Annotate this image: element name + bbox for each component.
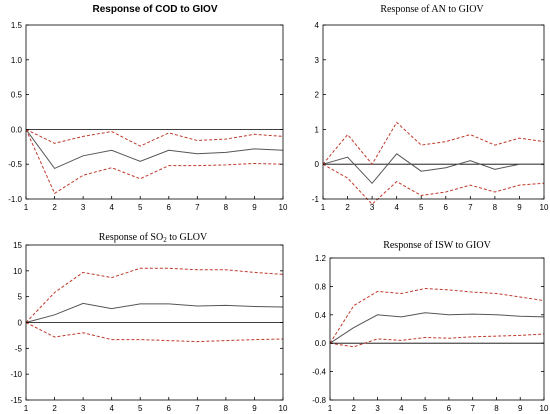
y-tick-label: -0.8	[312, 396, 326, 405]
x-tick-label: 8	[494, 404, 499, 413]
y-tick-label: 4	[315, 21, 320, 30]
x-tick-label: 1	[321, 203, 326, 212]
x-tick-label: 6	[444, 203, 449, 212]
response-line	[329, 312, 545, 344]
y-tick-label: -1	[312, 195, 320, 204]
upper-band-line	[329, 287, 545, 344]
x-tick-label: 7	[470, 404, 475, 413]
chart-title-so2-subscript: 2	[163, 236, 167, 244]
x-tick-label: 4	[109, 404, 114, 413]
y-tick-label: 0.8	[315, 282, 327, 291]
upper-band-line	[25, 267, 284, 323]
x-tick-label: 3	[81, 203, 86, 212]
x-tick-label: 8	[224, 404, 229, 413]
x-tick-label: 9	[517, 203, 522, 212]
x-tick-label: 10	[279, 203, 288, 212]
chart-title-so2: Response of SO2 to GLOV	[99, 232, 208, 244]
plot-frame	[25, 24, 284, 200]
y-tick-label: -10	[10, 370, 22, 379]
x-tick-label: 5	[138, 404, 143, 413]
y-tick-label: 0.0	[11, 125, 23, 134]
x-tick-label: 8	[224, 203, 229, 212]
x-tick-label: 5	[138, 203, 143, 212]
x-tick-label: 2	[52, 404, 57, 413]
x-tick-label: 3	[375, 404, 380, 413]
x-tick-label: 2	[52, 203, 57, 212]
x-tick-label: 4	[109, 203, 114, 212]
x-tick-label: 10	[279, 404, 288, 413]
y-tick-label: 0.4	[315, 311, 327, 320]
y-tick-label: -1.0	[8, 195, 22, 204]
y-tick-label: 1.2	[315, 254, 327, 263]
chart-title-isw: Response of ISW to GIOV	[383, 240, 491, 251]
x-tick-label: 1	[24, 404, 29, 413]
lower-band-line	[329, 333, 545, 348]
plot-frame	[329, 257, 545, 401]
y-tick-label: 5	[18, 293, 23, 302]
x-tick-label: 10	[540, 404, 549, 413]
y-tick-label: 0.0	[315, 339, 327, 348]
y-tick-label: -0.5	[8, 160, 22, 169]
response-line	[25, 129, 284, 170]
x-tick-label: 10	[540, 203, 549, 212]
x-tick-label: 7	[195, 203, 200, 212]
y-tick-label: 0	[18, 319, 23, 328]
plot-frame	[322, 24, 545, 200]
upper-band-line	[25, 128, 284, 147]
x-tick-label: 4	[394, 203, 399, 212]
x-tick-label: 4	[399, 404, 404, 413]
x-tick-label: 3	[81, 404, 86, 413]
y-tick-label: -0.4	[312, 368, 326, 377]
x-tick-label: 2	[352, 404, 357, 413]
y-tick-label: 1.5	[11, 21, 23, 30]
upper-band-line	[322, 121, 545, 166]
x-tick-label: 6	[447, 404, 452, 413]
y-tick-label: 1.0	[11, 56, 23, 65]
y-tick-label: 0	[315, 160, 320, 169]
y-tick-label: 2	[315, 91, 320, 100]
y-tick-label: 1	[315, 125, 320, 134]
lower-band-line	[25, 322, 284, 343]
y-tick-label: 10	[13, 267, 22, 276]
x-tick-label: 5	[423, 404, 428, 413]
x-tick-label: 1	[328, 404, 333, 413]
chart-title-so2-rest: to GLOV	[167, 232, 208, 243]
x-tick-label: 6	[167, 203, 172, 212]
x-tick-label: 2	[345, 203, 350, 212]
lower-band-line	[322, 163, 545, 205]
response-line	[322, 153, 544, 185]
x-tick-label: 7	[468, 203, 473, 212]
response-line	[25, 302, 284, 323]
y-tick-label: -15	[10, 396, 22, 405]
x-tick-label: 3	[370, 203, 375, 212]
chart-title-so2-main: Response of SO	[99, 232, 163, 243]
x-tick-label: 9	[518, 404, 523, 413]
x-tick-label: 5	[419, 203, 424, 212]
x-tick-label: 9	[252, 203, 257, 212]
chart-title-an: Response of AN to GIOV	[380, 4, 484, 15]
chart-title-cod: Response of COD to GIOV	[92, 4, 217, 15]
x-tick-label: 7	[195, 404, 200, 413]
y-tick-label: 0.5	[11, 91, 23, 100]
x-tick-label: 1	[24, 203, 29, 212]
x-tick-label: 9	[252, 404, 257, 413]
x-tick-label: 8	[493, 203, 498, 212]
y-tick-label: 3	[315, 56, 320, 65]
x-tick-label: 6	[167, 404, 172, 413]
y-tick-label: -5	[15, 344, 23, 353]
lower-band-line	[25, 129, 284, 195]
y-tick-label: 15	[13, 241, 22, 250]
